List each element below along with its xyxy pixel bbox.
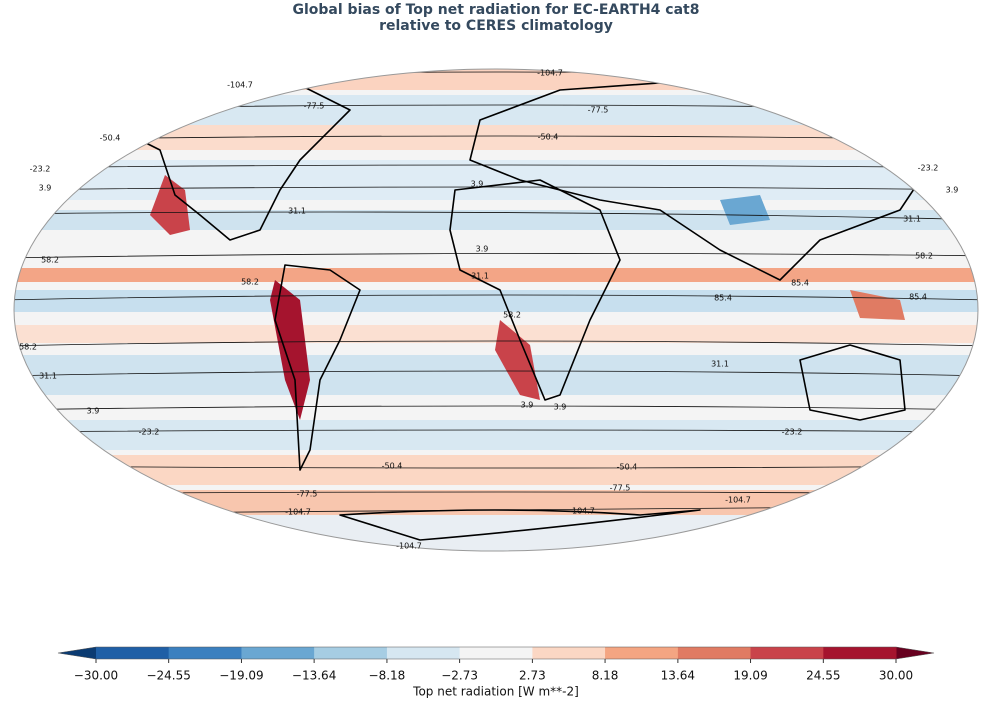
contour-label: 58.2 [915,252,933,261]
colorbar-tick-label: −8.18 [369,669,406,683]
colorbar-tick-label: 13.64 [661,669,695,683]
contour-label: -50.4 [100,134,121,143]
colorbar-tick-label: −19.09 [219,669,263,683]
map [14,69,978,551]
contour-label: -50.4 [538,133,559,142]
colorbar-segment [605,647,679,659]
colorbar-segment [750,647,824,659]
title: Global bias of Top net radiation for EC-… [293,2,700,18]
contour-label: -77.5 [588,106,609,115]
contour-label: 58.2 [19,343,37,352]
contour-label: 31.1 [711,360,729,369]
colorbar-tick-label: −24.55 [146,669,190,683]
colorbar-segment [677,647,752,659]
contour-label: -104.7 [227,81,253,90]
contour-label: 85.4 [714,294,732,303]
contour-label: -104.7 [396,542,422,551]
colorbar-tick-label: −13.64 [292,669,336,683]
contour-label: 31.1 [903,215,921,224]
contour-label: 85.4 [909,293,927,302]
contour-label: 3.9 [521,401,534,410]
colorbar-segment [386,647,461,659]
contour-label: 3.9 [554,403,567,412]
colorbar-segment [459,647,533,659]
colorbar-tick-label: 2.73 [519,669,546,683]
contour-label: 3.9 [946,186,959,195]
contour-label: -23.2 [30,165,51,174]
contour-label: -104.7 [285,508,311,517]
contour-label: 3.9 [476,245,489,254]
colorbar-segment [532,647,606,659]
contour-label: 31.1 [288,207,306,216]
contour-label: -50.4 [382,462,403,471]
colorbar-outline [57,646,935,660]
contour-label: -77.5 [304,102,325,111]
colorbar-under [58,647,96,659]
colorbar-over [896,647,934,659]
colorbar-segment [96,647,170,659]
contour-label: -50.4 [617,463,638,472]
colorbar-tick-label: −2.73 [441,669,478,683]
contour-label: -104.7 [569,507,595,516]
colorbar-segment [823,647,897,659]
colorbar-segment [168,647,242,659]
contour-label: 58.2 [503,311,521,320]
contour-label: -77.5 [610,484,631,493]
contour-label: 3.9 [471,180,484,189]
colorbar-label: Top net radiation [W m**-2] [412,685,579,699]
contour-label: 3.9 [87,407,100,416]
contour-label: 31.1 [39,372,57,381]
colorbar-tick-label: 8.18 [592,669,619,683]
subtitle: relative to CERES climatology [379,18,613,34]
contour-label: 31.1 [471,272,489,281]
contour-label: 85.4 [791,279,809,288]
colorbar-tick-label: 19.09 [733,669,767,683]
contour-label: 3.9 [39,184,52,193]
colorbar-tick-label: 24.55 [806,669,840,683]
contour-label: -104.7 [537,69,563,78]
colorbar-segment [241,647,315,659]
contour-label: -23.2 [782,428,803,437]
contour-label: -104.7 [725,496,751,505]
contour-label: -23.2 [139,428,160,437]
colorbar-segment [314,647,388,659]
colorbar-tick-label: −30.00 [74,669,118,683]
contour-label: -23.2 [918,164,939,173]
colorbar-tick-label: 30.00 [879,669,913,683]
contour-label: -77.5 [297,490,318,499]
contour-label: 58.2 [241,278,259,287]
contour-label: 58.2 [41,256,59,265]
